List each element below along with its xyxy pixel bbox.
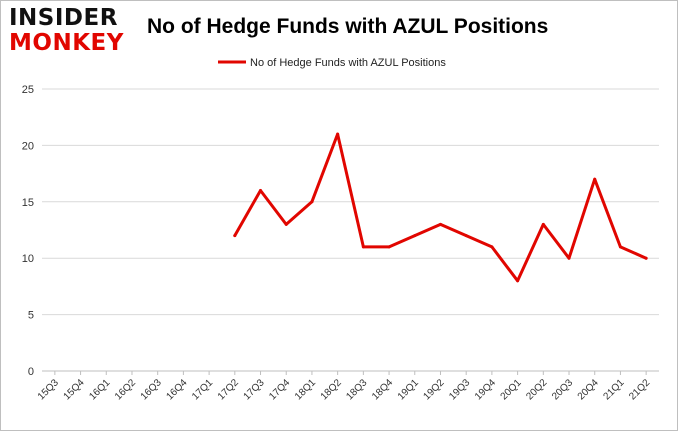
y-tick-label: 5 xyxy=(28,310,34,322)
x-tick-label: 19Q2 xyxy=(422,377,447,402)
series-line xyxy=(233,132,648,283)
data-point xyxy=(310,200,314,204)
x-tick-label: 15Q4 xyxy=(62,377,87,402)
x-tick-label: 16Q3 xyxy=(139,377,164,402)
data-point xyxy=(259,189,263,193)
y-tick-label: 20 xyxy=(22,140,34,152)
x-tick-label: 20Q2 xyxy=(524,377,549,402)
chart-title: No of Hedge Funds with AZUL Positions xyxy=(147,15,549,38)
x-tick-label: 19Q3 xyxy=(447,377,472,402)
x-tick-label: 19Q4 xyxy=(473,377,498,402)
x-tick-label: 18Q2 xyxy=(319,377,344,402)
x-tick-label: 20Q3 xyxy=(550,377,575,402)
data-point xyxy=(567,256,571,260)
x-tick-label: 16Q1 xyxy=(87,377,112,402)
insider-monkey-logo: INSIDER MONKEY xyxy=(9,7,127,59)
data-point xyxy=(233,234,237,238)
data-point xyxy=(387,245,391,249)
data-point xyxy=(644,256,648,260)
data-point xyxy=(361,245,365,249)
data-point xyxy=(336,132,340,136)
data-point xyxy=(541,222,545,226)
data-point xyxy=(618,245,622,249)
x-tick-label: 16Q2 xyxy=(113,377,138,402)
x-tick-label: 20Q4 xyxy=(576,377,601,402)
x-tick-label: 18Q4 xyxy=(370,377,395,402)
x-tick-label: 18Q1 xyxy=(293,377,318,402)
x-tick-label: 15Q3 xyxy=(36,377,61,402)
data-point xyxy=(516,279,520,283)
y-tick-label: 0 xyxy=(28,366,34,378)
logo-line-2: MONKEY xyxy=(9,30,124,56)
x-tick-label: 20Q1 xyxy=(499,377,524,402)
x-tick-label: 16Q4 xyxy=(164,377,189,402)
x-tick-label: 17Q2 xyxy=(216,377,241,402)
logo-line-1: INSIDER xyxy=(9,5,118,31)
data-point xyxy=(413,234,417,238)
x-tick-label: 18Q3 xyxy=(344,377,369,402)
x-tick-label: 17Q3 xyxy=(242,377,267,402)
y-tick-label: 10 xyxy=(22,253,34,265)
data-point xyxy=(284,222,288,226)
x-tick-label: 21Q1 xyxy=(601,377,626,402)
data-point xyxy=(593,177,597,181)
legend-label: No of Hedge Funds with AZUL Positions xyxy=(250,57,446,69)
data-point xyxy=(490,245,494,249)
y-tick-label: 25 xyxy=(22,84,34,96)
x-tick-label: 21Q2 xyxy=(627,377,652,402)
x-tick-label: 19Q1 xyxy=(396,377,421,402)
x-tick-label: 17Q1 xyxy=(190,377,215,402)
x-tick-label: 17Q4 xyxy=(267,377,292,402)
y-tick-label: 15 xyxy=(22,197,34,209)
data-point xyxy=(438,222,442,226)
data-point xyxy=(464,234,468,238)
